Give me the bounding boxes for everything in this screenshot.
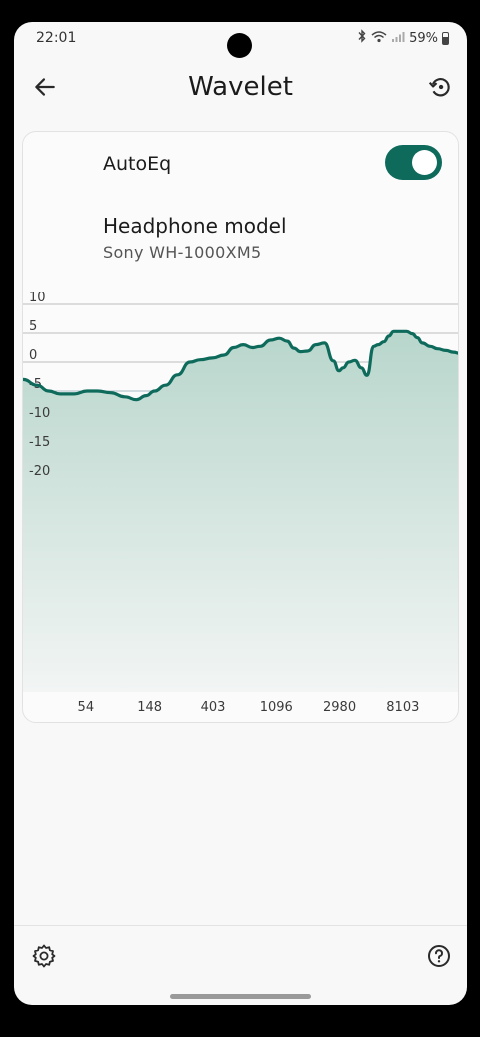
x-tick-label: 2980 [323, 700, 356, 715]
x-tick-label: 403 [201, 700, 226, 715]
headphone-model-title[interactable]: Headphone model [103, 214, 287, 238]
autoeq-card: AutoEq Headphone model Sony WH-1000XM5 1… [22, 131, 459, 723]
battery-percent: 59% [409, 30, 438, 46]
back-arrow-icon[interactable] [32, 74, 58, 100]
y-tick-label: -20 [29, 464, 50, 479]
signal-icon [391, 30, 405, 47]
wifi-icon [371, 30, 387, 47]
x-tick-label: 8103 [386, 700, 419, 715]
x-tick-label: 148 [137, 700, 162, 715]
response-area [23, 331, 458, 692]
status-time: 22:01 [36, 30, 77, 46]
page-title: Wavelet [188, 72, 293, 102]
x-tick-labels: 54 148 403 1096 2980 8103 [78, 700, 420, 715]
bluetooth-icon [357, 29, 367, 47]
settings-gear-icon[interactable] [32, 944, 56, 968]
y-tick-label: -15 [29, 435, 50, 450]
app-bar: Wavelet [14, 66, 467, 110]
battery-icon [442, 31, 449, 45]
toggle-knob [412, 150, 437, 175]
response-curve [23, 329, 458, 402]
status-icons: 59% [357, 29, 449, 47]
y-tick-label: 10 [29, 292, 46, 305]
headphone-model-value[interactable]: Sony WH-1000XM5 [103, 243, 262, 262]
help-icon[interactable] [427, 944, 451, 968]
home-indicator [170, 994, 311, 999]
phone-screen: 22:01 59% Wavelet AutoEq [14, 22, 467, 1005]
autoeq-toggle[interactable] [385, 145, 442, 180]
autoeq-label: AutoEq [103, 153, 172, 175]
camera-cutout [227, 33, 252, 58]
x-tick-label: 1096 [260, 700, 293, 715]
x-tick-label: 54 [78, 700, 95, 715]
bottom-divider [14, 925, 467, 926]
y-tick-label: 0 [29, 348, 37, 363]
y-tick-label: 5 [29, 319, 37, 334]
y-tick-label: -10 [29, 406, 50, 421]
reset-history-icon[interactable] [427, 74, 453, 100]
status-bar: 22:01 59% [14, 22, 467, 54]
